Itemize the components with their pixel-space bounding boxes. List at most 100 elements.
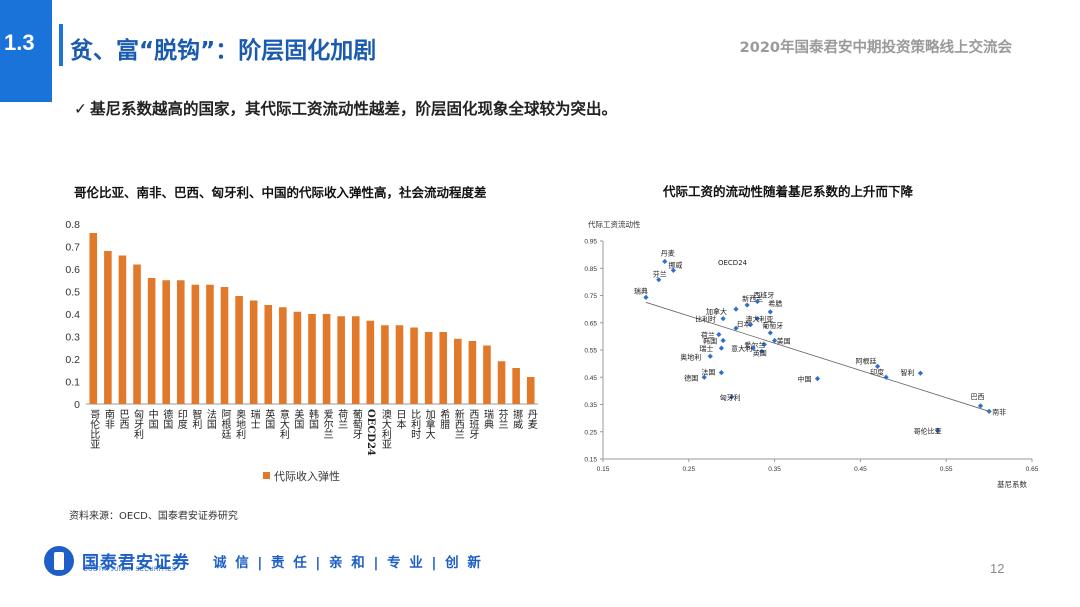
point-label: 巴西	[971, 393, 985, 401]
x-tick-label: 比利时	[409, 409, 421, 439]
data-point	[643, 294, 649, 301]
trend-line	[645, 301, 990, 412]
point-label: 法国	[701, 368, 715, 377]
point-label: OECD24	[718, 259, 748, 267]
bar	[162, 280, 170, 404]
point-label: 印度	[870, 367, 884, 376]
data-point	[733, 306, 739, 312]
point-label: 匈牙利	[720, 393, 741, 402]
company-logo	[44, 546, 74, 576]
point-label: 美国	[777, 336, 791, 345]
point-label: 荷兰	[701, 330, 715, 339]
y-tick-label: 0.25	[584, 429, 597, 436]
x-tick-label: 澳大利亚	[379, 408, 391, 449]
data-point	[977, 403, 984, 409]
point-label: 比利时	[695, 315, 716, 324]
bar	[104, 251, 112, 404]
point-label: 新西兰	[742, 294, 763, 303]
point-label: 希腊	[768, 299, 782, 308]
bar	[191, 284, 200, 404]
x-tick-label: 0.65	[1026, 466, 1039, 473]
x-tick-label: 哥伦比亚	[88, 409, 100, 449]
section-badge: 1.3	[0, 0, 52, 102]
x-tick-label: 西班牙	[467, 409, 479, 440]
x-axis-title: 基尼系数	[997, 479, 1027, 489]
x-tick-label: 意大利	[277, 408, 289, 439]
bar	[424, 332, 433, 404]
bar	[235, 296, 243, 404]
bar	[89, 233, 98, 404]
x-tick-label: 0.45	[854, 466, 867, 473]
bar	[526, 377, 535, 404]
y-tick-label: 0.85	[584, 266, 597, 273]
source-note: 资料来源：OECD、国泰君安证券研究	[69, 511, 238, 522]
y-tick-label: 0.45	[584, 375, 597, 382]
bar	[279, 307, 287, 404]
y-tick-label: 0.95	[584, 239, 597, 246]
bar	[249, 300, 258, 404]
check-icon: ✓	[74, 100, 87, 118]
bar	[512, 368, 520, 404]
bar	[439, 332, 448, 404]
company-motto: 诚 信 | 责 任 | 亲 和 | 专 业 | 创 新	[213, 555, 483, 571]
point-label: 奥地利	[680, 352, 701, 361]
bar	[468, 341, 477, 404]
data-point	[718, 370, 725, 376]
bar	[220, 287, 229, 404]
point-label: 瑞士	[699, 344, 713, 353]
data-point	[754, 298, 761, 305]
x-tick-label: 挪威	[511, 408, 523, 430]
x-tick-label: 南非	[102, 408, 114, 430]
right-chart-caption: 代际工资的流动性随着基尼系数的上升而下降	[663, 184, 914, 199]
point-label: 丹麦	[661, 248, 675, 257]
point-label: 中国	[798, 375, 812, 384]
bar	[322, 314, 331, 404]
x-tick-label: 0.55	[940, 466, 953, 473]
data-point	[917, 370, 924, 376]
data-point	[874, 363, 881, 369]
page-title: 贫、富“脱钩”：阶层固化加剧	[70, 38, 377, 64]
x-tick-label: 希腊	[438, 408, 450, 430]
data-point	[814, 376, 821, 382]
legend-swatch	[263, 472, 270, 479]
y-tick-label: 0.8	[65, 219, 80, 231]
point-label: 日本	[737, 320, 751, 329]
bar	[366, 320, 375, 404]
point-label: 南非	[992, 407, 1006, 416]
x-tick-label: 加拿大	[423, 409, 435, 440]
scatter-chart: 代际工资流动性 0.15 0.25 0.35 0.45 0.55 0.65 0.75 0.85 0…	[584, 219, 1039, 489]
bar	[483, 345, 491, 404]
bar	[337, 316, 345, 404]
x-tick-label: 美国	[292, 408, 304, 430]
bar	[206, 284, 214, 404]
key-point: ✓ 基尼系数越高的国家，其代际工资流动性越差，阶层固化现象全球较为突出。	[74, 97, 617, 119]
bar	[147, 278, 156, 404]
y-tick-label: 0.6	[65, 264, 80, 276]
data-point	[718, 345, 725, 351]
bar	[395, 325, 404, 404]
y-tick-label: 0.75	[584, 293, 597, 300]
y-tick-label: 0.5	[65, 287, 80, 299]
point-label: 葡萄牙	[762, 321, 783, 330]
bar	[118, 255, 127, 404]
data-point	[883, 374, 889, 380]
x-tick-label: 0.15	[597, 466, 610, 473]
x-tick-label: 巴西	[117, 409, 129, 429]
point-label: 西班牙	[753, 290, 774, 299]
data-point	[720, 337, 726, 344]
bar	[381, 325, 389, 404]
data-point	[744, 302, 750, 308]
bar	[410, 327, 418, 404]
point-label: 意大利	[731, 344, 752, 353]
data-point	[662, 258, 668, 265]
event-title: 2020年国泰君安中期投资策略线上交流会	[739, 40, 1012, 56]
data-point	[767, 309, 773, 315]
section-number: 1.3	[4, 30, 35, 55]
y-tick-label: 0.55	[584, 348, 597, 355]
data-point	[701, 374, 707, 380]
point-label: 瑞典	[634, 286, 648, 295]
data-point	[716, 331, 722, 338]
bar	[176, 280, 185, 404]
x-tick-label: 日本	[394, 409, 406, 430]
point-label: 加拿大	[706, 307, 727, 316]
